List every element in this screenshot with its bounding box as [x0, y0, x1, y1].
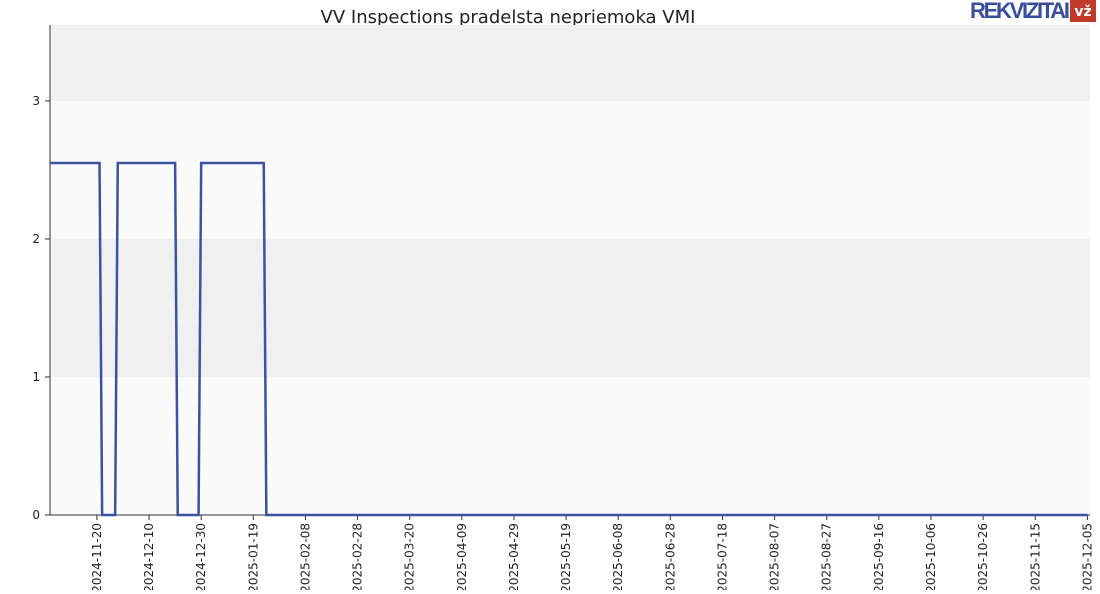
x-tick-label: 2025-01-19 [246, 523, 260, 590]
x-tick-label: 2025-09-16 [872, 523, 886, 590]
plot-background [50, 25, 1090, 515]
x-tick-label: 2025-06-28 [663, 523, 677, 590]
y-tick-label: 0 [32, 508, 40, 522]
x-tick-label: 2025-10-06 [924, 523, 938, 590]
x-tick-label: 2024-12-30 [194, 523, 208, 590]
x-tick-label: 2025-08-27 [820, 523, 834, 590]
x-tick-label: 2025-11-15 [1028, 523, 1042, 590]
data-line [50, 161, 1088, 517]
x-tick-label: 2025-06-08 [611, 523, 625, 590]
x-tick-label: 2024-11-20 [90, 523, 104, 590]
x-tick-label: 2025-02-08 [298, 523, 312, 590]
x-tick-label: 2025-10-26 [976, 523, 990, 590]
x-tick-label: 2025-04-29 [507, 523, 521, 590]
x-tick-label: 2025-08-07 [768, 523, 782, 590]
x-tick-label: 2025-04-09 [455, 523, 469, 590]
logo-badge: vž [1074, 4, 1091, 20]
x-tick-label: 2025-02-28 [351, 523, 365, 590]
logo-text: REKVIZITAI [970, 0, 1070, 23]
grid-band [50, 25, 1090, 101]
x-tick-label: 2025-03-20 [403, 523, 417, 590]
y-tick-label: 1 [32, 370, 40, 384]
grid-band [50, 100, 1090, 239]
logo-badge-bg [1070, 0, 1096, 22]
x-tick-label: 2025-12-05 [1080, 523, 1094, 590]
x-tick-label: 2025-05-19 [559, 523, 573, 590]
x-tick-label: 2025-07-18 [715, 523, 729, 590]
y-tick-label: 3 [32, 94, 40, 108]
x-tick-label: 2024-12-10 [142, 523, 156, 590]
grid-band [50, 238, 1090, 377]
y-tick-label: 2 [32, 232, 40, 246]
grid-band [50, 376, 1090, 515]
chart-title: VV Inspections pradelsta nepriemoka VMI [321, 7, 696, 28]
